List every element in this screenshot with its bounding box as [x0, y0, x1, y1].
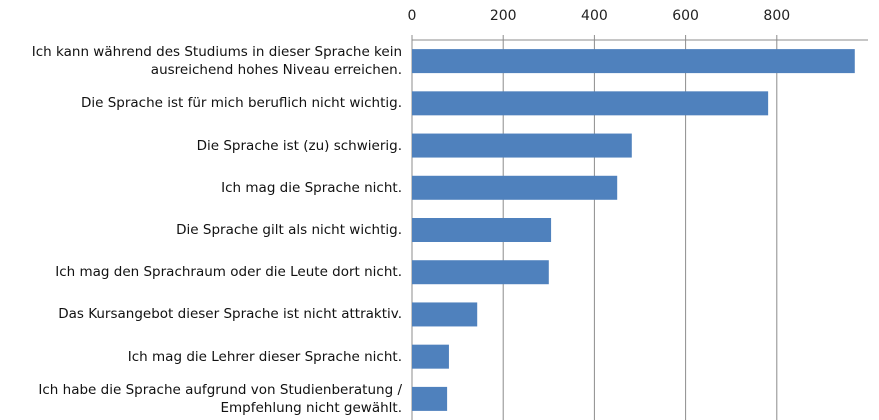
- bar: [412, 218, 552, 242]
- bar: [412, 302, 478, 327]
- x-tick-label: 600: [672, 8, 699, 24]
- y-tick-label: Die Sprache ist (zu) schwierig.: [196, 137, 402, 154]
- bar: [412, 91, 769, 116]
- y-tick-label: Ich mag den Sprachraum oder die Leute do…: [55, 264, 402, 281]
- y-tick-label: Ich kann während des Studiums in dieser …: [31, 44, 402, 79]
- x-tick-label: 800: [763, 8, 790, 24]
- x-tick-label: 200: [490, 8, 517, 24]
- bar: [412, 175, 618, 200]
- bar: [412, 386, 448, 411]
- y-tick-label: Die Sprache gilt als nicht wichtig.: [176, 221, 402, 238]
- x-tick-label: 400: [581, 8, 608, 24]
- y-tick-label: Ich mag die Sprache nicht.: [221, 179, 402, 196]
- x-tick-label: 0: [408, 8, 417, 24]
- y-tick-label: Ich habe die Sprache aufgrund von Studie…: [38, 381, 402, 416]
- bar: [412, 133, 632, 158]
- y-tick-label: Die Sprache ist für mich beruflich nicht…: [80, 95, 402, 112]
- bar: [412, 344, 449, 369]
- bar: [412, 49, 855, 74]
- y-tick-label: Ich mag die Lehrer dieser Sprache nicht.: [127, 348, 402, 365]
- y-tick-label: Das Kursangebot dieser Sprache ist nicht…: [58, 306, 402, 323]
- bar: [412, 260, 549, 285]
